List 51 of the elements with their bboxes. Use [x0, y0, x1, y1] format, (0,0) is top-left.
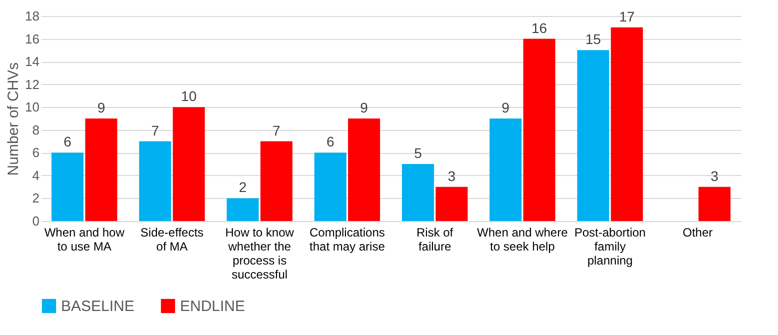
y-tick-label: 4	[32, 168, 40, 183]
bar	[436, 186, 468, 221]
bar	[314, 152, 346, 221]
data-label: 16	[531, 20, 548, 36]
x-tick-label: Risk of failure	[416, 226, 454, 254]
data-label: 15	[585, 31, 602, 48]
x-tick-label: Side-effects of MA	[140, 226, 204, 254]
data-label: 17	[619, 8, 635, 24]
y-tick-label: 10	[25, 100, 40, 115]
y-axis-title: Number of CHVs	[5, 62, 22, 176]
bar	[610, 27, 643, 221]
bar	[348, 118, 380, 221]
data-label: 7	[272, 122, 281, 138]
y-tick-label: 14	[25, 54, 40, 70]
data-label: 9	[502, 100, 510, 116]
bar	[698, 186, 730, 221]
legend-label: ENDLINE	[180, 298, 246, 315]
y-tick-label: 16	[25, 31, 40, 46]
y-tick-label: 6	[32, 145, 40, 160]
legend-label: BASELINE	[61, 298, 134, 315]
bar	[226, 198, 259, 221]
bar	[490, 118, 522, 221]
x-tick-label: When and how to use MA	[44, 226, 125, 254]
data-label: 9	[360, 100, 368, 116]
x-tick-label: Post-abortion family planning	[574, 226, 646, 268]
data-label: 6	[64, 134, 72, 150]
data-label: 2	[238, 179, 247, 196]
bar	[172, 107, 205, 221]
y-tick-label: 2	[32, 190, 40, 206]
y-tick-label: 12	[25, 76, 40, 92]
data-label: 6	[326, 134, 334, 150]
data-label: 9	[97, 100, 106, 116]
x-tick-label: Complications that may arise	[310, 226, 386, 254]
data-label: 10	[181, 88, 197, 104]
bar	[85, 118, 118, 221]
y-tick-label: 8	[32, 122, 40, 138]
data-label: 7	[151, 122, 160, 138]
bar	[260, 141, 292, 221]
y-tick-label: 18	[25, 8, 40, 24]
data-label: 3	[448, 168, 456, 184]
x-tick-label: When and where to seek help	[477, 226, 568, 254]
x-tick-label: Other	[682, 226, 713, 240]
x-tick-label: How to know whether the process is successful	[225, 226, 294, 282]
data-label: 5	[414, 145, 422, 162]
y-tick-label: 0	[32, 214, 40, 228]
bar	[523, 38, 556, 221]
bar	[577, 50, 610, 221]
bar	[402, 164, 434, 221]
data-label: 3	[710, 168, 719, 184]
bar	[139, 141, 172, 221]
bar	[52, 152, 84, 221]
